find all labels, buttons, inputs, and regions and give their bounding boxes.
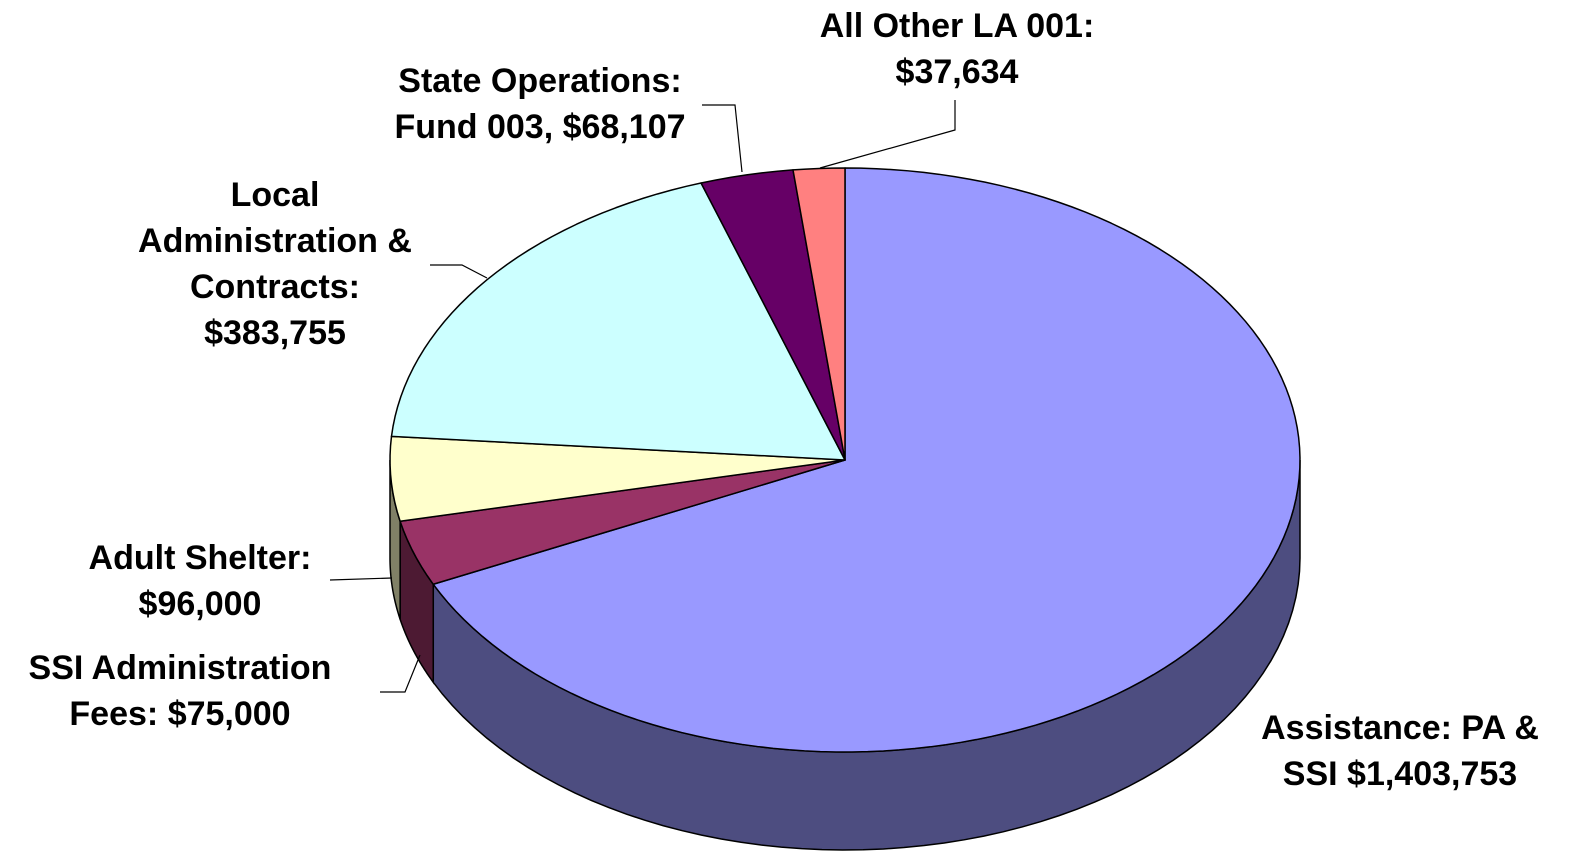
- leader-lines: [329, 100, 956, 693]
- slice: [389, 435, 846, 523]
- category-label: SSI Administration Fees:: [28, 649, 332, 733]
- slice-label: All Other LA 001: $37,634: [792, 3, 1122, 95]
- slice: [792, 167, 846, 461]
- value-label: $37,634: [895, 53, 1019, 91]
- leader-line: [380, 654, 421, 693]
- category-label: All Other LA 001:: [819, 7, 1095, 45]
- slice: [390, 182, 846, 461]
- leader-line: [329, 577, 393, 581]
- slice: [399, 459, 846, 586]
- value-label: $383,755: [204, 314, 346, 352]
- slice-label: State Operations: Fund 003, $68,107: [370, 58, 710, 150]
- leader-line: [430, 264, 488, 279]
- pie: [389, 167, 1301, 851]
- slice-label: Adult Shelter: $96,000: [65, 535, 335, 627]
- slice: [432, 167, 1301, 753]
- value-label: $75,000: [167, 695, 291, 733]
- value-label: $1,403,753: [1347, 755, 1518, 793]
- leader-line: [819, 100, 956, 169]
- category-label: Local Administration & Contracts:: [138, 176, 412, 306]
- slice: [700, 169, 846, 461]
- slice-label: Local Administration & Contracts: $383,7…: [120, 172, 430, 356]
- slice-label: SSI Administration Fees: $75,000: [8, 645, 353, 737]
- value-label: $96,000: [138, 585, 262, 623]
- category-label: Adult Shelter:: [88, 539, 312, 577]
- slice-label: Assistance: PA & SSI $1,403,753: [1240, 705, 1560, 797]
- category-label: Assistance: PA & SSI: [1261, 709, 1539, 793]
- value-label: $68,107: [562, 108, 686, 146]
- leader-line: [702, 104, 743, 173]
- category-label: State Operations: Fund 003,: [394, 62, 682, 146]
